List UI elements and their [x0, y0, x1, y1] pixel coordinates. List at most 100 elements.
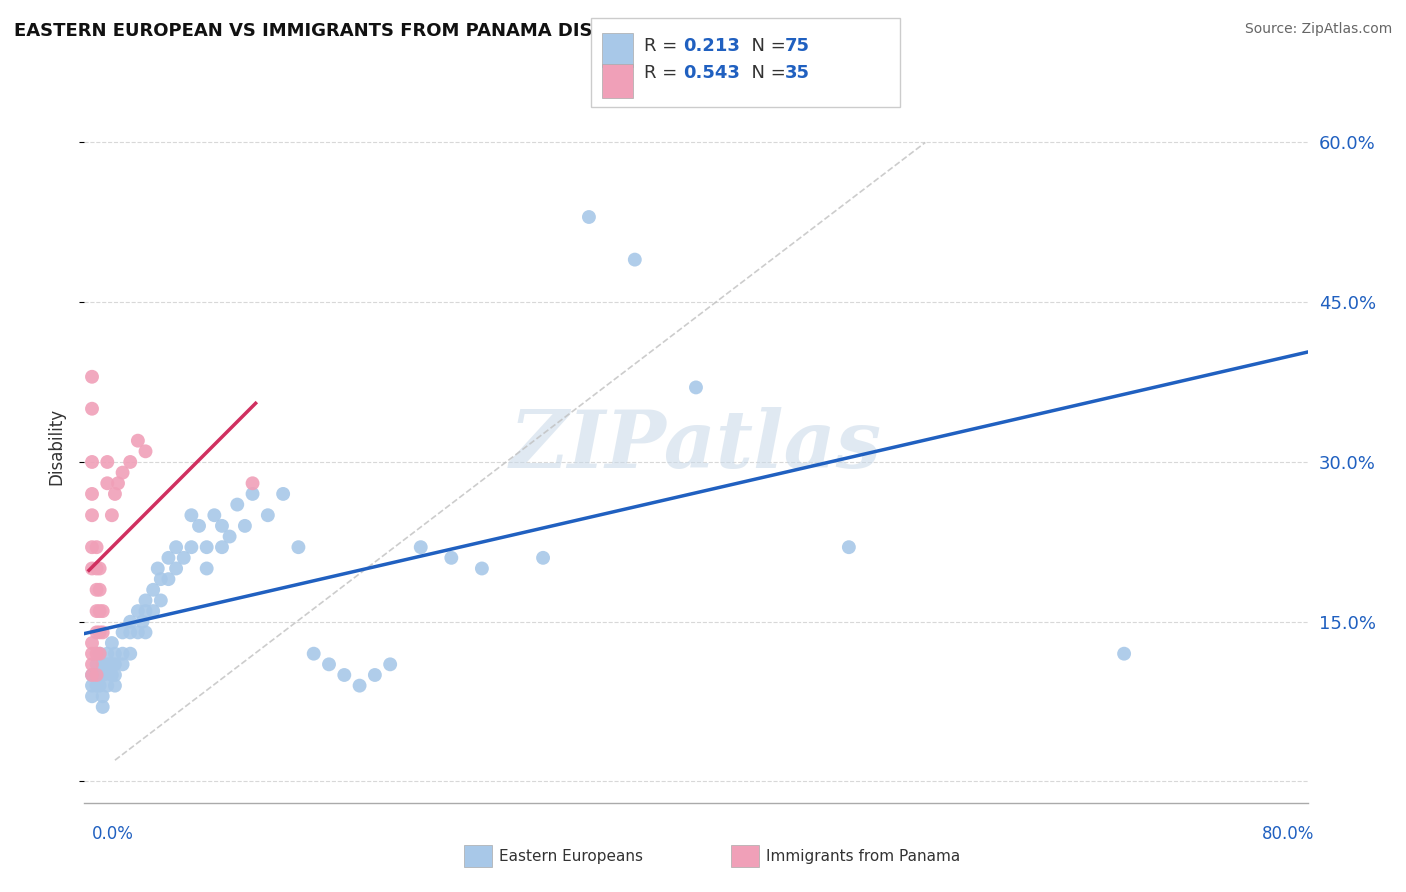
Point: [91, 668, 114, 682]
Text: N =: N =: [740, 37, 792, 55]
Point: [89, 625, 111, 640]
Point: [349, 679, 371, 693]
Point: [333, 668, 356, 682]
Point: [149, 572, 172, 586]
Point: [838, 540, 860, 554]
Point: [101, 636, 124, 650]
Point: [257, 508, 280, 523]
Point: [96, 647, 118, 661]
Point: [287, 540, 309, 554]
Point: [89, 647, 111, 661]
Text: Source: ZipAtlas.com: Source: ZipAtlas.com: [1244, 22, 1392, 37]
Point: [80, 647, 103, 661]
Point: [86, 561, 108, 575]
Text: N =: N =: [740, 64, 792, 82]
Point: [104, 487, 127, 501]
Point: [364, 668, 387, 682]
Point: [80, 508, 103, 523]
Point: [578, 210, 600, 224]
Point: [80, 668, 103, 682]
Point: [135, 625, 157, 640]
Point: [218, 529, 240, 543]
Point: [135, 593, 157, 607]
Point: [104, 668, 127, 682]
Point: [80, 540, 103, 554]
Point: [135, 604, 157, 618]
Text: 0.543: 0.543: [683, 64, 740, 82]
Point: [96, 679, 118, 693]
Point: [89, 582, 111, 597]
Point: [111, 647, 134, 661]
Point: [135, 444, 157, 458]
Point: [195, 561, 218, 575]
Point: [101, 657, 124, 672]
Text: 0.0%: 0.0%: [91, 825, 134, 843]
Text: R =: R =: [644, 64, 683, 82]
Text: Immigrants from Panama: Immigrants from Panama: [766, 849, 960, 863]
Point: [127, 604, 149, 618]
Point: [157, 550, 180, 565]
Point: [96, 657, 118, 672]
Point: [80, 369, 103, 384]
Point: [471, 561, 494, 575]
Point: [157, 572, 180, 586]
Point: [89, 668, 111, 682]
Point: [146, 561, 169, 575]
Point: [440, 550, 463, 565]
Point: [318, 657, 340, 672]
Text: ZIPatlas: ZIPatlas: [510, 408, 882, 484]
Point: [101, 508, 124, 523]
Point: [96, 476, 118, 491]
Point: [101, 668, 124, 682]
Point: [86, 668, 108, 682]
Point: [89, 604, 111, 618]
Point: [104, 657, 127, 672]
Point: [211, 519, 233, 533]
Point: [89, 679, 111, 693]
Point: [91, 625, 114, 640]
Point: [165, 540, 187, 554]
Point: [173, 550, 195, 565]
Point: [180, 540, 202, 554]
Point: [86, 540, 108, 554]
Point: [531, 550, 554, 565]
Point: [86, 625, 108, 640]
Point: [86, 582, 108, 597]
Point: [111, 625, 134, 640]
Point: [242, 476, 264, 491]
Point: [86, 604, 108, 618]
Text: 0.213: 0.213: [683, 37, 740, 55]
Point: [80, 690, 103, 704]
Point: [91, 700, 114, 714]
Y-axis label: Disability: Disability: [48, 408, 66, 484]
Point: [127, 625, 149, 640]
Point: [80, 561, 103, 575]
Point: [211, 540, 233, 554]
Point: [89, 647, 111, 661]
Point: [195, 540, 218, 554]
Point: [80, 657, 103, 672]
Point: [107, 476, 129, 491]
Point: [91, 604, 114, 618]
Point: [120, 647, 142, 661]
Point: [624, 252, 647, 267]
Text: 75: 75: [785, 37, 810, 55]
Point: [180, 508, 202, 523]
Point: [89, 561, 111, 575]
Point: [80, 668, 103, 682]
Point: [91, 690, 114, 704]
Point: [131, 615, 153, 629]
Point: [86, 679, 108, 693]
Text: R =: R =: [644, 37, 683, 55]
Text: 80.0%: 80.0%: [1263, 825, 1315, 843]
Text: 35: 35: [785, 64, 810, 82]
Point: [188, 519, 211, 533]
Point: [1114, 647, 1136, 661]
Point: [104, 679, 127, 693]
Point: [80, 636, 103, 650]
Point: [80, 455, 103, 469]
Point: [80, 679, 103, 693]
Point: [80, 487, 103, 501]
Point: [120, 615, 142, 629]
Point: [111, 657, 134, 672]
